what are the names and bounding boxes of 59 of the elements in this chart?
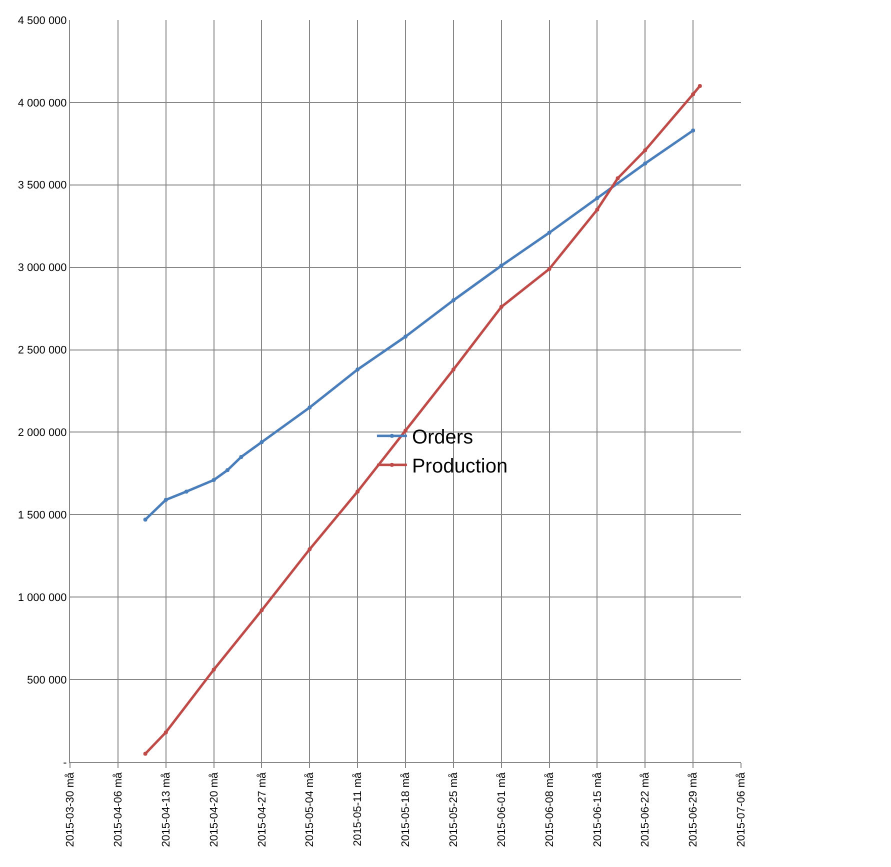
x-tick-label: 2015-05-25 må [448,772,460,848]
x-tick-label: 2015-06-22 må [640,772,652,848]
line-series [143,84,702,756]
point [239,454,244,459]
y-tick-label: 1 000 000 [18,592,67,604]
y-tick-label: 4 000 000 [18,97,67,110]
point [260,608,264,612]
point [212,668,216,672]
point [225,468,230,472]
y-tick-label: 1 500 000 [18,510,67,522]
point [547,266,552,271]
x-tick-label: 2015-06-29 må [688,772,700,848]
x-tick-label: 2015-04-06 må [112,772,125,848]
point [691,92,696,96]
point [643,161,648,166]
x-tick-label: 2015-05-11 må [352,772,364,846]
y-tick-label: 3 000 000 [18,262,67,274]
y-tick-label: 2 000 000 [18,427,67,440]
point [143,752,148,756]
point [595,208,600,212]
point [164,498,168,502]
y-tick-label: 4 500 000 [18,14,67,27]
x-tick-label: 2015-04-13 må [160,772,172,848]
x-tick-label: 2015-06-15 må [592,772,604,848]
point [212,478,216,482]
point [691,128,696,132]
x-tick-label: 2015-04-27 må [256,772,268,848]
point [356,368,360,372]
point [451,368,456,372]
x-tick-label: 2015-05-04 må [304,772,316,848]
x-tick-label: 2015-06-08 må [544,772,556,848]
y-tick-label: - [63,756,68,769]
point [643,148,648,152]
point [404,428,408,433]
x-tick-label: 2015-06-01 må [496,772,508,848]
x-tick-label: 2015-04-20 må [208,772,220,848]
point [616,176,620,180]
point [164,730,168,734]
point [404,334,408,339]
point [308,405,312,410]
x-tick-label: 2015-03-30 må [64,772,77,848]
y-tick-label: 500 000 [27,674,67,686]
point [547,230,552,235]
point [499,304,504,309]
point [499,264,504,268]
point [356,490,360,494]
y-tick-label: 2 500 000 [18,344,67,357]
point [698,84,702,88]
point [451,298,456,302]
legend-label: Orders [412,426,474,449]
point [595,196,600,200]
point [143,518,148,522]
point [260,440,264,444]
point [308,547,312,552]
y-tick-label: 3 500 000 [18,180,67,192]
x-tick-label: 2015-05-18 må [400,772,412,848]
x-tick-label: 2015-07-06 må [736,772,748,848]
legend-label: Production [412,456,508,478]
point [184,490,188,494]
